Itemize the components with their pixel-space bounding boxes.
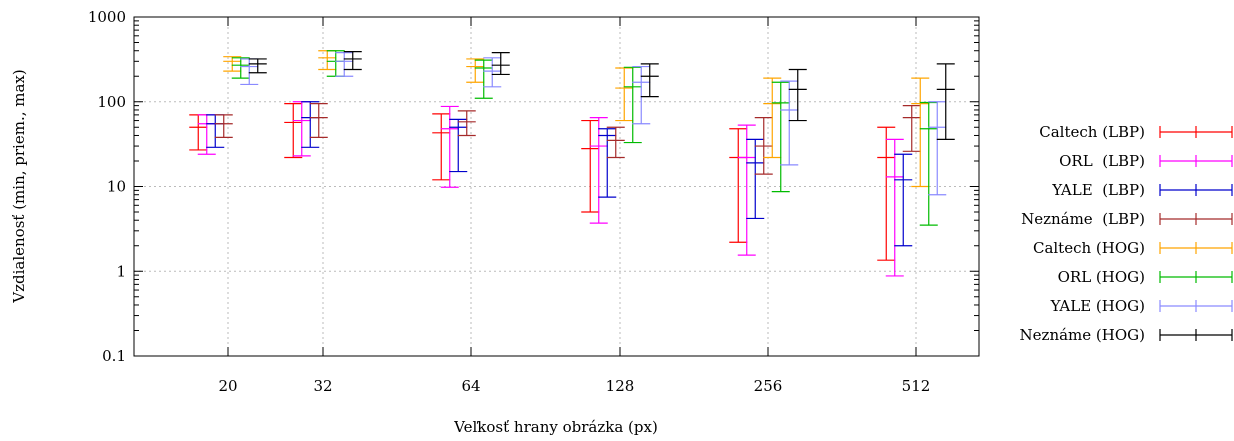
error-bar xyxy=(206,114,225,148)
legend-label: Neznáme (HOG) xyxy=(1020,326,1145,344)
error-bar xyxy=(885,138,904,277)
error-bar xyxy=(223,56,242,72)
error-bar xyxy=(284,103,303,159)
error-bar xyxy=(457,110,476,137)
legend-label: YALE (LBP) xyxy=(1051,181,1145,199)
error-bar xyxy=(491,52,510,76)
x-tick-label: 32 xyxy=(313,377,332,395)
legend-label: YALE (HOG) xyxy=(1050,297,1145,315)
error-bar xyxy=(214,114,233,138)
error-bar xyxy=(581,119,600,213)
legend-swatch xyxy=(1159,213,1233,225)
error-bar xyxy=(440,105,459,188)
error-bar xyxy=(754,117,773,175)
error-bar xyxy=(911,77,930,188)
error-bar xyxy=(737,124,756,256)
legend-swatch xyxy=(1159,329,1233,341)
legend: Caltech (LBP) ORL (LBP) YALE (LBP) Neznáme … xyxy=(1020,123,1233,344)
error-bar xyxy=(763,77,782,159)
legend-swatch xyxy=(1159,184,1233,196)
error-bar xyxy=(432,113,451,181)
error-bar xyxy=(335,52,354,77)
legend-label: ORL (LBP) xyxy=(1059,152,1145,170)
legend-swatch xyxy=(1159,155,1233,167)
error-bar xyxy=(928,101,947,196)
y-tick-label: 1 xyxy=(116,262,126,280)
error-bar xyxy=(466,58,485,83)
error-bar xyxy=(746,138,765,220)
error-bar xyxy=(894,153,913,247)
legend-swatch xyxy=(1159,300,1233,312)
error-bar xyxy=(343,51,362,71)
error-bar xyxy=(231,57,250,79)
error-bar xyxy=(919,101,938,226)
y-tick-label: 0.1 xyxy=(102,347,126,365)
error-bar xyxy=(449,118,468,173)
error-bar xyxy=(483,57,502,88)
error-bars xyxy=(189,50,955,277)
error-bar xyxy=(729,128,748,243)
error-bar xyxy=(189,114,208,151)
legend-label: Caltech (HOG) xyxy=(1033,239,1145,257)
error-bar xyxy=(326,50,345,77)
y-tick-label: 10 xyxy=(107,178,126,196)
x-tick-label: 256 xyxy=(754,377,783,395)
y-tick-label: 100 xyxy=(97,93,126,111)
error-bar xyxy=(640,63,659,98)
error-bar xyxy=(248,58,267,74)
error-bar xyxy=(780,80,799,166)
error-bar xyxy=(474,59,493,99)
error-bar xyxy=(632,65,651,125)
x-tick-label: 128 xyxy=(606,377,635,395)
error-bar xyxy=(309,103,328,138)
error-bar xyxy=(902,105,921,152)
y-tick-label: 1000 xyxy=(88,8,126,26)
error-bar xyxy=(615,67,634,122)
legend-swatch xyxy=(1159,126,1233,138)
error-bar xyxy=(623,66,642,144)
error-bar xyxy=(877,126,896,261)
error-bar xyxy=(301,101,320,148)
error-bar xyxy=(240,58,259,86)
legend-label: Neznáme (LBP) xyxy=(1021,210,1145,228)
legend-label: Caltech (LBP) xyxy=(1039,123,1145,141)
y-axis: 0.1 1 10 100 1000 xyxy=(88,8,979,365)
grid-lines xyxy=(134,17,979,356)
x-tick-label: 512 xyxy=(902,377,931,395)
legend-label: ORL (HOG) xyxy=(1058,268,1145,286)
error-bar xyxy=(788,68,807,122)
x-axis-label: Veľkosť hrany obrázka (px) xyxy=(453,418,658,436)
y-axis-label: Vzdialenosť (min, priem., max) xyxy=(10,69,28,303)
error-bar xyxy=(589,117,608,224)
x-axis: 20 32 64 128 256 512 xyxy=(218,17,930,395)
error-bar xyxy=(936,63,955,140)
x-tick-label: 64 xyxy=(461,377,480,395)
error-bar xyxy=(606,126,625,159)
legend-swatch xyxy=(1159,271,1233,283)
error-bar xyxy=(318,50,337,71)
legend-swatch xyxy=(1159,242,1233,254)
x-tick-label: 20 xyxy=(218,377,237,395)
error-bar xyxy=(197,114,216,155)
error-bar xyxy=(771,81,790,193)
